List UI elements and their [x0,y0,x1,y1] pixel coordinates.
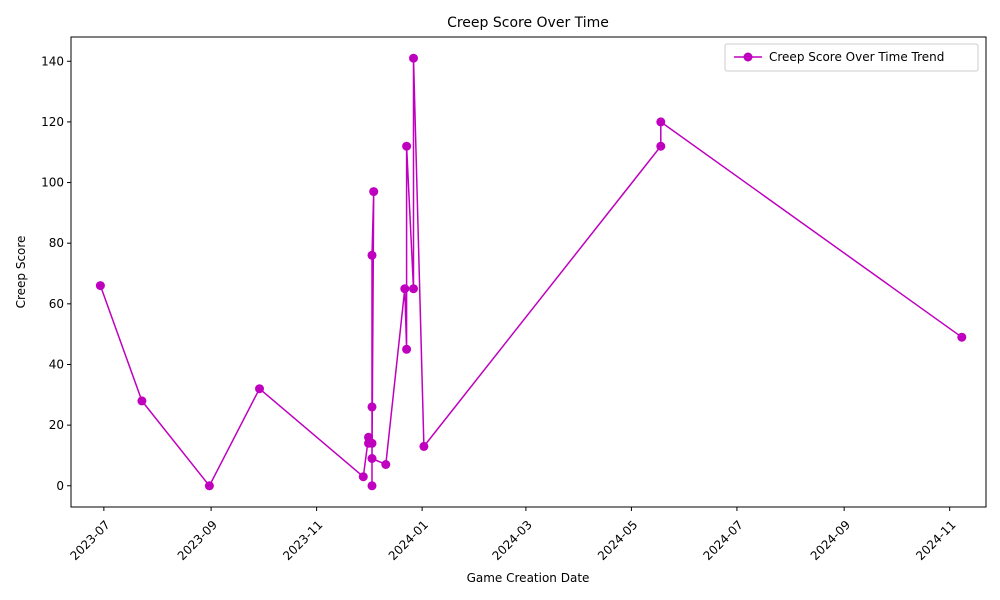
x-tick-label: 2023-11 [280,518,325,563]
x-tick-label: 2024-11 [913,518,958,563]
y-tick-label: 120 [41,115,64,129]
y-axis-title: Creep Score [14,236,28,309]
data-point [367,438,377,448]
axes-frame [70,36,987,508]
data-point [367,481,377,491]
y-axis: 0 20 40 60 80 100 120 140 [41,54,71,493]
data-point [409,284,418,294]
x-axis: 2023-07 2023-09 2023-11 2024-01 2024-03 2024-… [67,507,959,563]
x-tick-label: 2024-03 [490,518,535,563]
legend-marker-swatch [743,52,753,62]
y-tick-label: 100 [41,176,64,190]
legend-label: Creep Score Over Time Trend [769,50,944,64]
data-point [95,281,105,291]
chart-title: Creep Score Over Time [447,15,609,31]
data-point [381,460,391,469]
x-tick-label: 2024-07 [701,518,746,563]
legend-box [724,43,979,72]
y-tick-label: 20 [49,418,64,432]
legend: Creep Score Over Time Trend [724,43,979,72]
data-point [656,117,666,127]
data-point [255,384,264,394]
data-point [656,141,666,151]
x-tick-label: 2023-07 [67,518,112,563]
data-point [419,441,429,451]
y-tick-label: 80 [49,236,64,250]
data-point [369,187,379,197]
data-point [409,53,418,63]
data-point [358,472,368,482]
x-tick-label: 2024-09 [808,518,853,563]
x-tick-label: 2023-09 [175,518,220,563]
data-point [402,141,412,151]
y-tick-label: 40 [49,357,64,371]
y-tick-label: 140 [41,54,64,68]
data-point [204,481,214,491]
x-axis-title: Game Creation Date [467,571,590,585]
y-tick-label: 0 [56,479,64,493]
data-point [957,332,967,342]
x-tick-label: 2024-05 [595,518,640,563]
x-tick-label: 2024-01 [386,518,431,563]
data-point [367,402,377,412]
data-point [402,344,412,354]
data-point [367,250,377,260]
data-point [137,396,147,406]
data-point [367,454,377,463]
y-tick-label: 60 [49,297,64,311]
plot-area [95,53,967,491]
series-line [99,57,963,487]
data-point [400,284,410,294]
